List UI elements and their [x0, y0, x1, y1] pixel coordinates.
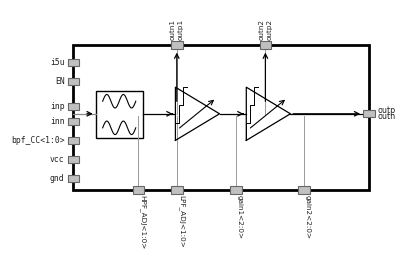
Bar: [68, 59, 79, 66]
Bar: [68, 103, 79, 110]
Text: inp: inp: [50, 102, 65, 111]
Text: LPF_ADJ<1:0>: LPF_ADJ<1:0>: [178, 195, 185, 248]
Text: HPF_ADJ<1:0>: HPF_ADJ<1:0>: [140, 195, 146, 249]
Bar: [68, 156, 79, 163]
Text: i5u: i5u: [50, 58, 65, 67]
Bar: [230, 186, 242, 193]
Bar: [133, 186, 144, 193]
Bar: [68, 175, 79, 182]
Text: bpf_CC<1:0>: bpf_CC<1:0>: [11, 136, 65, 145]
Text: outn: outn: [378, 112, 396, 121]
Text: outn1: outn1: [170, 19, 176, 40]
Bar: [298, 186, 310, 193]
Bar: [363, 110, 375, 117]
Text: EN: EN: [55, 77, 65, 86]
Text: outp: outp: [378, 106, 396, 116]
Bar: [171, 186, 182, 193]
Bar: [68, 137, 79, 144]
Bar: [171, 41, 182, 48]
Text: outn2: outn2: [258, 19, 264, 40]
Bar: [259, 41, 271, 48]
Text: outp1: outp1: [178, 19, 184, 40]
Bar: [68, 77, 79, 85]
Text: inn: inn: [50, 117, 65, 126]
Text: gain1<2:0>: gain1<2:0>: [237, 195, 243, 239]
Bar: [95, 91, 143, 138]
Text: vcc: vcc: [50, 155, 65, 164]
Text: gain2<2:0>: gain2<2:0>: [305, 195, 311, 239]
Bar: [73, 45, 369, 190]
Text: outp2: outp2: [267, 19, 273, 40]
Bar: [68, 118, 79, 125]
Text: gnd: gnd: [50, 174, 65, 183]
